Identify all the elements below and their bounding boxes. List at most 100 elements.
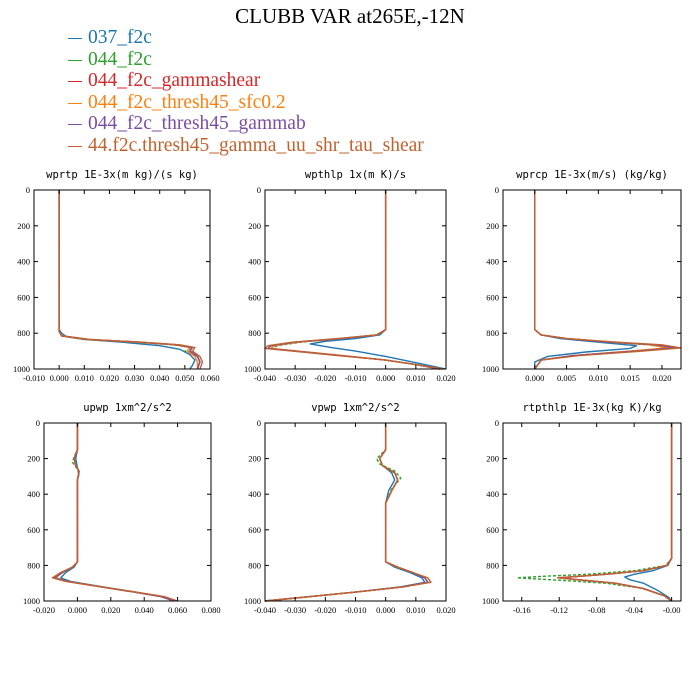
x-tick-label: 0.080 <box>201 605 220 615</box>
x-tick-label: -0.010 <box>23 373 45 383</box>
x-tick-label: 0.020 <box>100 373 119 383</box>
legend-swatch <box>68 145 82 147</box>
chart-panel-6: rtpthlp 1E-3x(kg K)/kg 0 200 400 600 800 1000 -… <box>482 402 682 615</box>
series-line-044_f2c_thresh45_sfc0.2 <box>264 423 429 602</box>
series-line-044_f2c_thresh45_gammab <box>264 423 429 602</box>
y-tick-label: 1000 <box>13 364 30 374</box>
legend-item-44-f2c-thresh45-gamma-uu-shr-tau-shear: 44.f2c.thresh45_gamma_uu_shr_tau_shear <box>68 135 424 157</box>
y-tick-label: 600 <box>486 292 499 302</box>
chart-panel-3: wprcp 1E-3x(m/s) (kg/kg) 0 200 400 600 800 100… <box>482 169 682 383</box>
x-tick-label: 0.060 <box>168 605 187 615</box>
legend-swatch <box>68 102 82 104</box>
series-line-44.f2c.thresh45_gamma_uu_shr_tau_shear <box>534 190 682 370</box>
x-tick-label: 0.040 <box>135 605 154 615</box>
y-tick-label: 600 <box>486 525 499 535</box>
x-tick-label: 0.005 <box>557 373 576 383</box>
x-tick-label: -0.16 <box>513 605 531 615</box>
x-tick-label: -0.12 <box>550 605 568 615</box>
x-tick-label: 0.000 <box>376 605 395 615</box>
y-tick-label: 200 <box>248 454 261 464</box>
x-tick-label: 0.000 <box>50 373 69 383</box>
y-tick-label: 600 <box>17 292 30 302</box>
y-tick-label: 800 <box>27 560 40 570</box>
legend-label: 044_f2c_gammashear <box>88 70 261 91</box>
panel-title: wprcp 1E-3x(m/s) (kg/kg) <box>516 169 668 181</box>
y-tick-label: 0 <box>257 185 261 195</box>
legend-item-044-f2c: 044_f2c <box>68 49 424 71</box>
panel-title: vpwp 1xm^2/s^2 <box>311 402 400 414</box>
y-tick-label: 1000 <box>23 596 40 606</box>
y-tick-label: 0 <box>257 418 261 428</box>
x-tick-label: -0.00 <box>663 605 681 615</box>
x-tick-label: -0.040 <box>254 605 276 615</box>
y-tick-label: 600 <box>248 525 261 535</box>
series-line-037_f2c <box>309 190 447 370</box>
y-tick-label: 1000 <box>244 596 261 606</box>
series-line-037_f2c <box>624 423 673 602</box>
y-tick-label: 800 <box>248 560 261 570</box>
x-tick-label: -0.030 <box>284 373 306 383</box>
x-tick-label: 0.010 <box>589 373 608 383</box>
series-line-044_f2c <box>264 423 429 602</box>
x-tick-label: 0.000 <box>68 605 87 615</box>
x-tick-label: 0.020 <box>436 373 455 383</box>
x-tick-label: 0.050 <box>175 373 194 383</box>
x-tick-label: 0.015 <box>621 373 640 383</box>
x-tick-label: -0.020 <box>33 605 55 615</box>
y-tick-label: 400 <box>17 257 30 267</box>
chart-panel-1: wprtp 1E-3x(m kg)/(s kg) 0 200 400 600 800 100… <box>13 169 220 383</box>
series-line-044_f2c_thresh45_sfc0.2 <box>558 423 673 602</box>
series-line-044_f2c_gammashear <box>264 423 429 602</box>
y-tick-label: 800 <box>486 328 499 338</box>
y-tick-label: 0 <box>495 185 499 195</box>
panel-frame <box>33 189 211 370</box>
x-tick-label: -0.020 <box>314 373 336 383</box>
panel-frame <box>43 422 212 602</box>
legend-label: 037_f2c <box>88 27 152 48</box>
y-tick-label: 400 <box>27 489 40 499</box>
legend-item-044-f2c-thresh45-gammab: 044_f2c_thresh45_gammab <box>68 113 424 135</box>
legend-swatch <box>68 59 82 61</box>
y-tick-label: 0 <box>495 418 499 428</box>
series-line-44.f2c.thresh45_gamma_uu_shr_tau_shear <box>264 423 432 602</box>
chart-panel-4: upwp 1xm^2/s^2 0 200 400 600 800 1000-0.020 0.0… <box>23 402 221 615</box>
x-tick-label: 0.020 <box>436 605 455 615</box>
y-tick-label: 800 <box>17 328 30 338</box>
chart-panel-2: wpthlp 1x(m K)/s02004006008001000-0.040-… <box>244 169 456 383</box>
y-tick-label: 200 <box>248 221 261 231</box>
x-tick-label: 0.010 <box>75 373 94 383</box>
y-tick-label: 200 <box>486 221 499 231</box>
y-tick-label: 200 <box>486 454 499 464</box>
x-tick-label: -0.010 <box>345 373 367 383</box>
legend-label: 044_f2c <box>88 48 152 70</box>
legend: 037_f2c 044_f2c 044_f2c_gammashear 044_f… <box>68 27 424 156</box>
x-tick-label: -0.020 <box>314 605 336 615</box>
legend-label: 44.f2c.thresh45_gamma_uu_shr_tau_shear <box>88 134 424 156</box>
legend-swatch <box>68 124 82 126</box>
legend-swatch <box>68 81 82 83</box>
series-line-044_f2c <box>54 423 175 602</box>
y-tick-label: 200 <box>27 454 40 464</box>
panel-title: rtpthlp 1E-3x(kg K)/kg <box>522 402 661 414</box>
x-tick-label: -0.04 <box>625 605 643 615</box>
y-tick-label: 0 <box>26 185 30 195</box>
figure-title: CLUBB VAR at265E,-12N <box>235 4 465 28</box>
chart-panel-5: vpwp 1xm^2/s^2 0 200 400 600 800 1000-0.040 -0.… <box>244 402 456 615</box>
series-line-037_f2c <box>264 423 426 602</box>
y-tick-label: 400 <box>486 489 499 499</box>
y-tick-label: 0 <box>36 418 40 428</box>
series-line-044_f2c_thresh45_sfc0.2 <box>54 423 175 602</box>
legend-item-044-f2c-gammashear: 044_f2c_gammashear <box>68 70 424 92</box>
series-line-044_f2c <box>516 423 673 602</box>
legend-label: 044_f2c_thresh45_gammab <box>88 113 306 134</box>
y-tick-label: 1000 <box>482 364 499 374</box>
x-tick-label: 0.010 <box>406 605 425 615</box>
series-line-44.f2c.thresh45_gamma_uu_shr_tau_shear <box>58 190 204 370</box>
x-tick-label: -0.030 <box>284 605 306 615</box>
series-line-044_f2c_thresh45_gammab <box>53 423 175 602</box>
y-tick-label: 200 <box>17 221 30 231</box>
y-tick-label: 600 <box>27 525 40 535</box>
y-tick-label: 1000 <box>482 596 499 606</box>
panel-frame <box>502 422 682 602</box>
